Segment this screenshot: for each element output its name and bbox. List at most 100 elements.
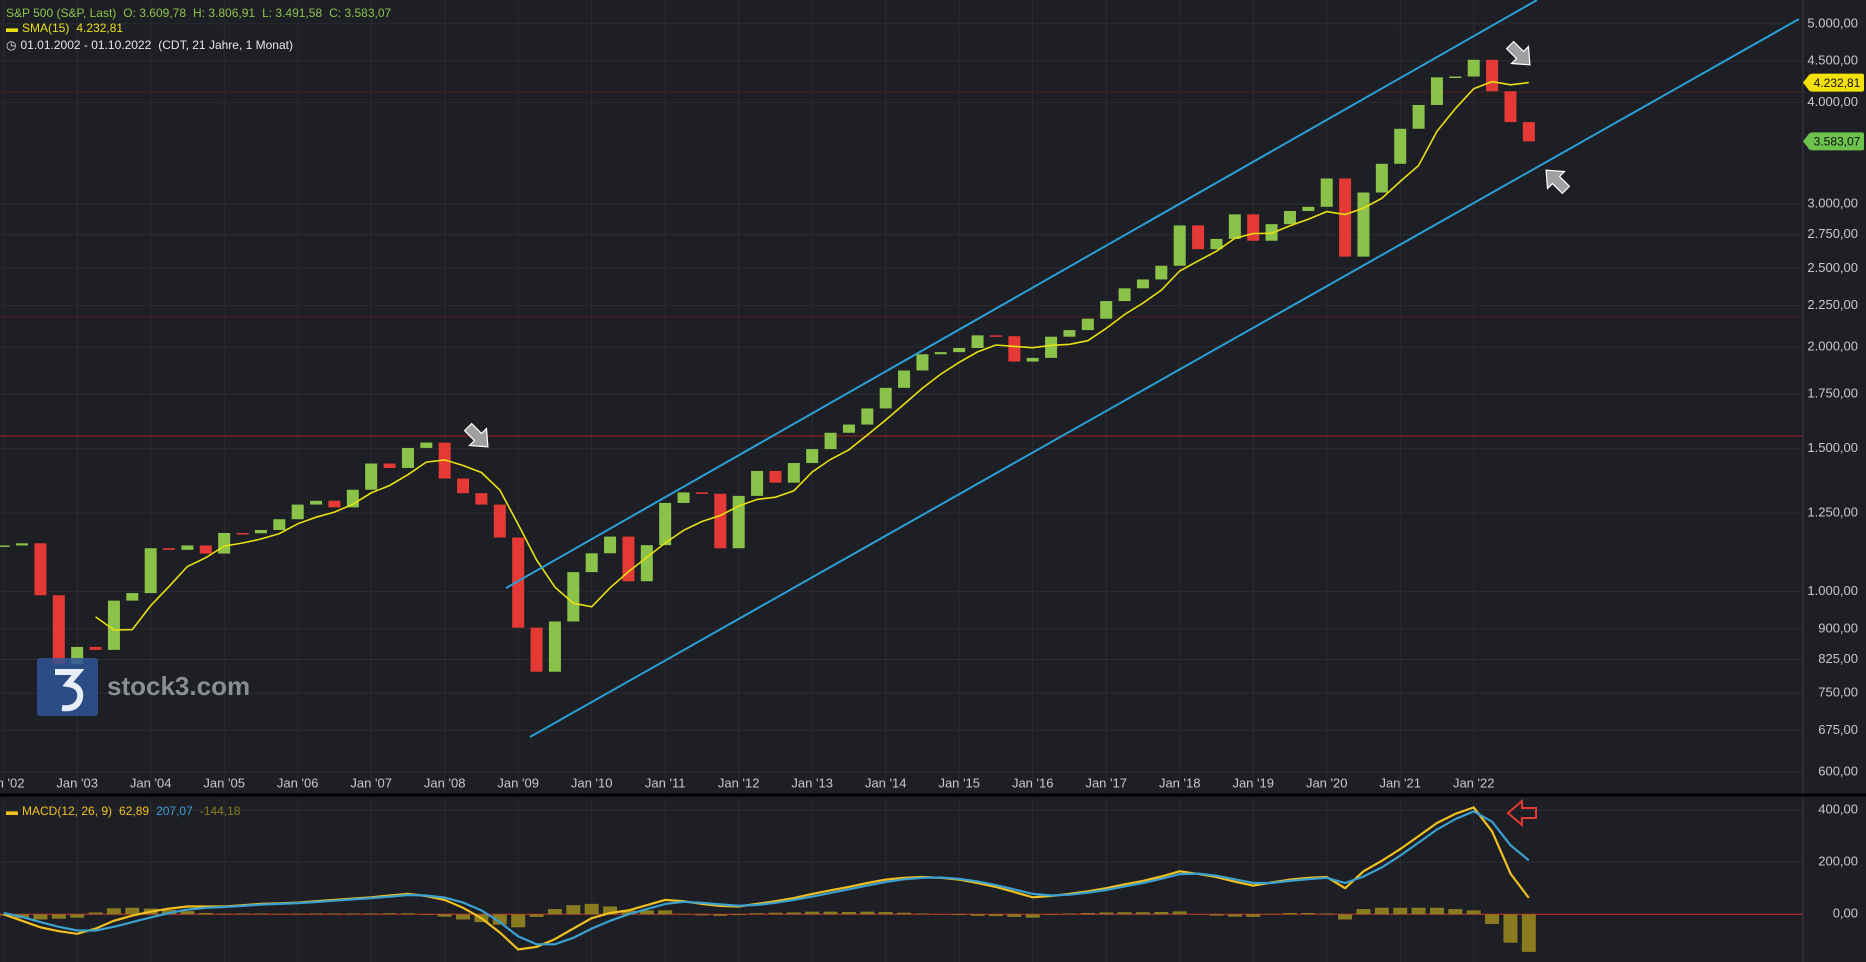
histogram-bar	[88, 912, 103, 915]
histogram-bar	[529, 914, 544, 917]
histogram-bar	[125, 907, 140, 915]
candle	[16, 543, 29, 546]
x-tick-label: Jan '12	[718, 775, 760, 790]
price-badge-label: 4.232,81	[1814, 76, 1861, 90]
candle	[604, 536, 617, 554]
candle	[861, 408, 874, 425]
candle	[732, 495, 745, 549]
histogram-bar	[33, 914, 48, 920]
line	[3, 810, 1530, 946]
histogram-bar	[1172, 911, 1187, 915]
histogram-bar	[841, 911, 856, 915]
candle	[567, 572, 580, 622]
histogram-bar	[1117, 912, 1132, 915]
y-tick-label: 2.250,00	[1807, 297, 1858, 312]
watermark: stock3.com	[107, 671, 250, 701]
candle	[916, 354, 929, 371]
candle	[548, 621, 561, 672]
candle	[328, 500, 341, 508]
date-range: 01.01.2002 - 01.10.2022	[20, 38, 152, 52]
x-tick-label: Jan '11	[645, 775, 686, 790]
candle	[310, 500, 323, 505]
histogram-bar	[327, 913, 342, 915]
candle	[1026, 357, 1039, 362]
candle	[898, 370, 911, 388]
candle	[1136, 279, 1149, 289]
candle	[1394, 128, 1407, 164]
x-tick-label: Jan '02	[0, 775, 24, 790]
histogram-bar	[566, 905, 581, 915]
histogram-bar	[1485, 914, 1500, 924]
candle	[1320, 178, 1333, 207]
candle	[585, 553, 598, 573]
histogram-bar	[511, 914, 526, 928]
histogram-bar	[51, 914, 66, 919]
histogram-bar	[1099, 912, 1114, 915]
histogram-bar	[290, 913, 305, 915]
line	[95, 80, 1529, 631]
candle	[0, 545, 10, 547]
candle	[640, 545, 653, 582]
histogram-bar	[860, 911, 875, 915]
candle	[144, 548, 157, 594]
arrow	[1505, 40, 1531, 66]
price-badge-tip	[1803, 73, 1810, 92]
macd-title: MACD(12, 26, 9)	[22, 804, 113, 818]
histogram-bar	[805, 911, 820, 915]
histogram-bar	[988, 914, 1003, 917]
candle	[1449, 76, 1462, 79]
histogram-bar	[235, 913, 250, 915]
histogram-bar	[345, 913, 360, 915]
x-tick-label: Jan '16	[1012, 775, 1054, 790]
histogram-bar	[970, 914, 985, 916]
channel-line	[529, 18, 1800, 738]
candle	[1339, 178, 1352, 257]
candle	[254, 530, 267, 534]
sma-value: 4.232,81	[76, 21, 124, 35]
histogram-bar	[1393, 907, 1408, 915]
macd-value: 207,07	[156, 804, 193, 818]
candle	[401, 447, 414, 468]
histogram-bar	[1154, 911, 1169, 915]
histogram-bar	[639, 910, 654, 915]
candle	[493, 504, 506, 538]
y-tick-label: 1.000,00	[1807, 583, 1858, 598]
ohlc-low: L: 3.491,58	[262, 6, 323, 20]
y-tick-label: 825,00	[1818, 651, 1858, 666]
candle	[420, 442, 433, 448]
y-tick-label: 2.500,00	[1807, 260, 1858, 275]
histogram-bar	[1429, 907, 1444, 915]
candle	[34, 543, 47, 596]
histogram-bar	[786, 912, 801, 915]
candle	[512, 537, 525, 628]
candle	[1118, 288, 1131, 302]
candle	[695, 492, 708, 494]
candle	[1045, 336, 1058, 358]
x-tick-label: Jan '20	[1306, 775, 1348, 790]
histogram-bar	[658, 910, 673, 915]
channel-line	[505, 0, 1538, 589]
histogram-bar	[1448, 909, 1463, 915]
histogram-bar	[1135, 912, 1150, 915]
candle	[1063, 330, 1076, 337]
candle	[842, 424, 855, 433]
histogram-bar	[676, 913, 691, 915]
histogram-bar	[1080, 912, 1095, 915]
x-tick-label: Jan '09	[497, 775, 539, 790]
arrow	[463, 422, 489, 448]
candle	[365, 463, 378, 490]
y-tick-label: 600,00	[1818, 763, 1858, 778]
histogram-bar	[1209, 914, 1224, 916]
candle	[199, 545, 212, 554]
histogram-bar	[1282, 912, 1297, 915]
histogram-bar	[253, 913, 268, 915]
candle	[953, 348, 966, 353]
histogram-bar	[750, 913, 765, 915]
histogram-bar	[694, 914, 709, 916]
candle	[383, 463, 396, 468]
candle	[273, 519, 286, 531]
histogram-bar	[1356, 909, 1371, 915]
macd-value: 62,89	[119, 804, 150, 818]
candle	[824, 432, 837, 450]
